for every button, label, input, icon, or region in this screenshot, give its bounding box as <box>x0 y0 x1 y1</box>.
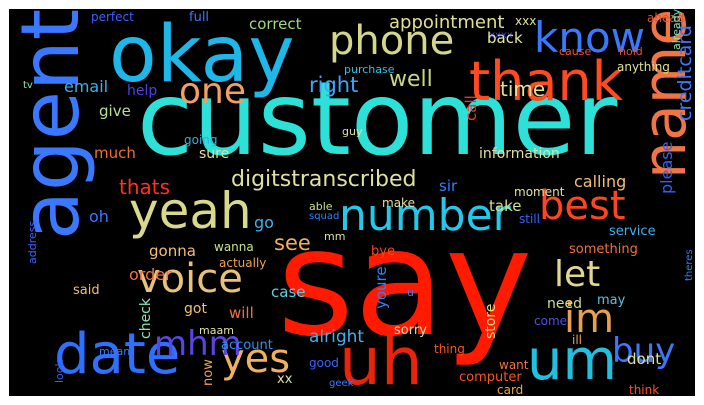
word: need <box>547 296 582 312</box>
word: agent <box>9 9 97 241</box>
word: geek <box>329 378 354 389</box>
word: uh <box>339 323 423 396</box>
word: anything <box>617 60 670 74</box>
word: mm <box>324 230 346 243</box>
word: will <box>229 304 254 322</box>
word-cloud: customer say agent okay thank name uh um… <box>9 9 695 396</box>
word: sorry <box>394 323 427 338</box>
word: theres <box>684 249 695 281</box>
word: calling <box>574 172 627 191</box>
word: im <box>564 296 615 342</box>
word: look <box>53 360 66 383</box>
word: please <box>657 141 676 194</box>
word: voice <box>137 256 243 302</box>
word: squad <box>309 211 340 222</box>
word: say <box>277 197 533 369</box>
word: come <box>534 314 568 328</box>
word: actually <box>219 256 267 270</box>
word: thank <box>469 50 623 113</box>
word: account <box>221 338 273 353</box>
word: much <box>94 144 136 162</box>
word: appointment <box>389 12 505 33</box>
word: still <box>519 212 540 226</box>
word: call <box>462 95 480 121</box>
word: correct <box>249 15 302 33</box>
word: ahead <box>647 11 685 25</box>
word: gonna <box>149 242 196 260</box>
word: best <box>539 183 626 229</box>
word: back <box>487 29 523 47</box>
word: yes <box>221 336 291 382</box>
word: tv <box>23 80 33 91</box>
word: customer <box>137 60 618 179</box>
word: want <box>499 358 529 372</box>
word: purchase <box>344 63 395 76</box>
word: sir <box>439 177 458 195</box>
word: bye <box>371 244 395 259</box>
word: let <box>554 254 601 295</box>
word: now <box>201 359 216 386</box>
word: okay <box>109 10 295 100</box>
word: service <box>609 224 656 239</box>
word: check <box>138 298 154 339</box>
word: thats <box>119 175 171 199</box>
word: sure <box>199 146 230 162</box>
word: wanna <box>214 240 254 254</box>
word: u <box>407 286 414 299</box>
word: perfect <box>91 10 134 24</box>
word: give <box>99 102 131 120</box>
word: digitstranscribed <box>231 167 417 192</box>
word: full <box>189 10 210 25</box>
word: something <box>569 242 638 257</box>
word: address <box>26 220 39 264</box>
word: oh <box>89 207 109 226</box>
word: yeah <box>129 182 252 240</box>
word: youre <box>372 266 390 309</box>
word: help <box>127 83 158 99</box>
word: xxxx <box>489 30 513 41</box>
word: mhm <box>154 324 242 364</box>
word: date <box>54 322 181 387</box>
word: xxx <box>515 14 537 28</box>
word: store <box>483 303 499 339</box>
word: mean <box>99 345 131 358</box>
word: one <box>179 71 246 112</box>
word: um <box>527 328 618 393</box>
word: computer <box>459 370 522 385</box>
word: order <box>129 265 172 284</box>
word: information <box>479 146 560 162</box>
word: well <box>389 67 433 92</box>
word: right <box>309 73 359 97</box>
word: cause <box>559 45 592 58</box>
word: thing <box>434 342 465 356</box>
word: already <box>670 9 683 51</box>
word: said <box>73 283 100 298</box>
word: email <box>64 77 109 96</box>
word: guy <box>342 125 363 138</box>
word: maam <box>199 324 234 337</box>
word: got <box>184 301 207 317</box>
word: time <box>500 77 546 101</box>
word: buy <box>612 331 676 371</box>
word: phone <box>329 18 455 64</box>
word: may <box>597 293 626 308</box>
word: go <box>254 213 274 232</box>
word: see <box>274 231 311 255</box>
word: dont <box>627 350 662 368</box>
word: alright <box>309 327 365 347</box>
word: going <box>184 133 218 147</box>
word: ill <box>572 333 583 347</box>
word: moment <box>514 185 565 199</box>
word: xx <box>277 372 293 387</box>
word: card <box>497 383 524 396</box>
word: think <box>629 383 660 396</box>
word: hold <box>619 45 643 58</box>
word: able <box>309 200 333 213</box>
word: make <box>382 196 415 210</box>
word: number <box>339 190 511 241</box>
word: take <box>489 197 522 215</box>
word: good <box>309 356 339 370</box>
word: case <box>271 283 306 301</box>
word: know <box>534 13 645 62</box>
